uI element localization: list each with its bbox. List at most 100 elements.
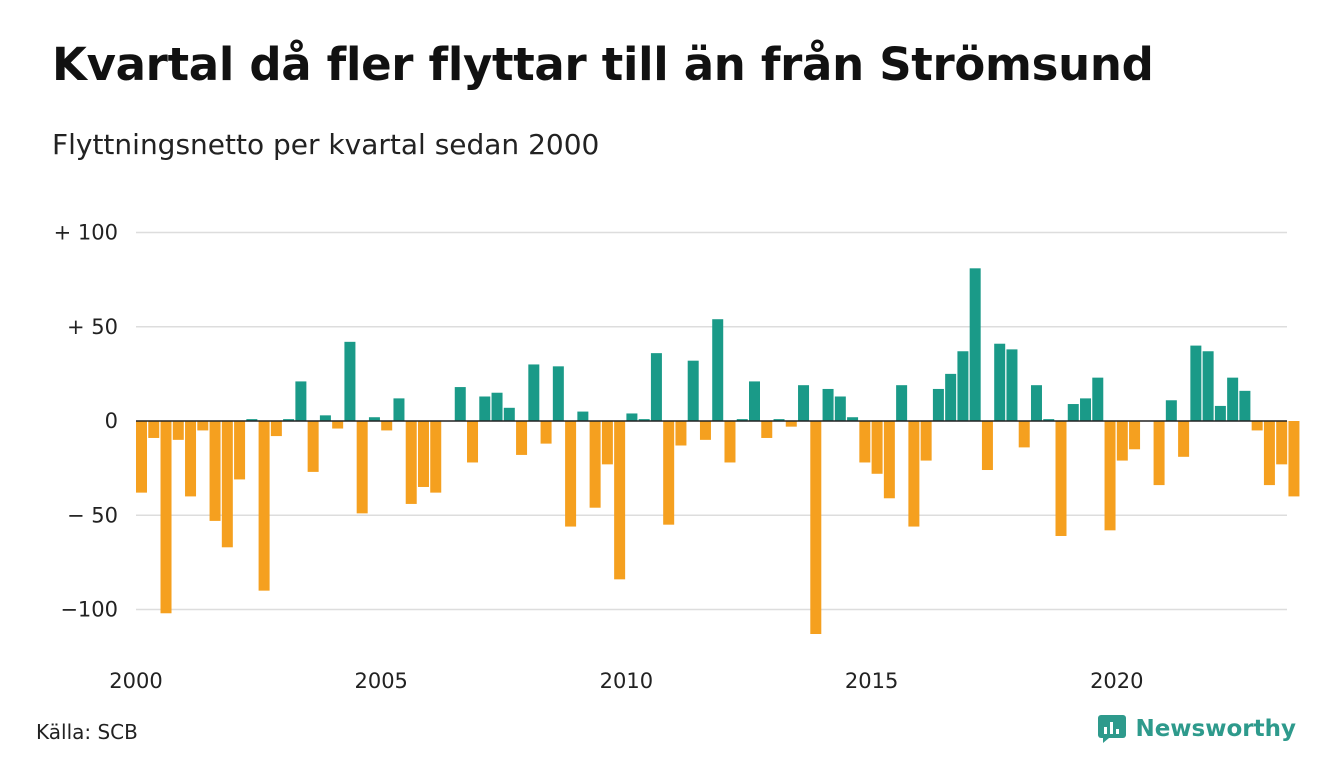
bar (614, 421, 626, 580)
bar (663, 421, 675, 525)
bar (185, 421, 197, 497)
bar (381, 421, 393, 431)
bar (479, 396, 491, 421)
bar (1080, 398, 1092, 421)
bar (246, 419, 258, 421)
x-tick-label: 2015 (845, 669, 898, 693)
bar (1055, 421, 1067, 536)
bar (761, 421, 773, 438)
bar (344, 341, 356, 421)
bar (1104, 421, 1116, 531)
bar (1116, 421, 1128, 461)
bar (994, 343, 1006, 421)
bar (1030, 385, 1042, 421)
bar (1288, 421, 1300, 497)
bar (148, 421, 160, 438)
bar (896, 385, 908, 421)
bar (1165, 400, 1177, 421)
x-tick-label: 2010 (600, 669, 653, 693)
bar (724, 421, 736, 463)
bar (1043, 419, 1055, 421)
bar (969, 268, 981, 421)
bar (687, 360, 699, 421)
bar (920, 421, 932, 461)
bar (552, 366, 564, 421)
bar (932, 388, 944, 421)
x-tick-label: 2020 (1090, 669, 1143, 693)
bar (1202, 351, 1214, 421)
bar (516, 421, 528, 455)
y-tick-label: −100 (60, 598, 118, 622)
newsworthy-logo-icon (1098, 715, 1127, 743)
y-tick-label: − 50 (67, 503, 118, 527)
bar (283, 419, 295, 421)
bar (847, 417, 859, 421)
bar (1214, 405, 1226, 421)
bar (1129, 421, 1141, 450)
bar (540, 421, 552, 444)
bar (785, 421, 797, 427)
chart-title: Kvartal då fler flyttar till än från Str… (52, 38, 1154, 91)
bar (136, 421, 147, 493)
bar (332, 421, 344, 429)
bar (1092, 377, 1104, 421)
x-axis-ticks: 2000 2005 2010 2015 2020 (109, 669, 1143, 693)
chart-subtitle: Flyttningsnetto per kvartal sedan 2000 (52, 128, 600, 161)
brand-name: Newsworthy (1135, 716, 1296, 742)
bar (221, 421, 233, 548)
bar (883, 421, 895, 499)
bar (295, 381, 307, 421)
bar (712, 319, 724, 421)
bar (356, 421, 368, 514)
bar (1276, 421, 1288, 465)
bar (1251, 421, 1263, 431)
bar (601, 421, 613, 465)
bar (467, 421, 479, 463)
bar (491, 392, 503, 421)
bar (1153, 421, 1165, 486)
bar (393, 398, 405, 421)
bar (749, 381, 760, 421)
y-axis-ticks: + 100 + 50 0 − 50 −100 (54, 221, 118, 622)
bar (270, 421, 282, 437)
bar (1067, 404, 1079, 421)
bar (405, 421, 417, 504)
bar (626, 413, 638, 421)
bar (834, 396, 846, 421)
bar (209, 421, 221, 521)
bar (638, 419, 650, 421)
bar (454, 387, 466, 421)
grid-lines (136, 231, 1287, 611)
x-tick-label: 2005 (354, 669, 407, 693)
bar (565, 421, 577, 527)
y-tick-label: 0 (105, 409, 118, 433)
bar (945, 373, 957, 421)
bar (1006, 349, 1018, 421)
bar (1263, 421, 1275, 486)
bar (160, 421, 172, 614)
bar (957, 351, 969, 421)
bar (503, 407, 515, 421)
bar (1239, 390, 1251, 421)
bar (577, 411, 589, 421)
bar (1190, 345, 1202, 421)
brand-logo[interactable]: Newsworthy (1097, 714, 1296, 744)
bar (589, 421, 601, 508)
bar (1018, 421, 1030, 448)
bar (528, 364, 540, 421)
bars (136, 268, 1300, 635)
bar (773, 419, 785, 421)
bar (981, 421, 993, 471)
bar (699, 421, 711, 440)
bar (307, 421, 319, 472)
bar (430, 421, 442, 493)
bar (810, 421, 822, 635)
bar (417, 421, 429, 487)
bar (650, 353, 662, 421)
x-tick-label: 2000 (109, 669, 162, 693)
bar (172, 421, 184, 440)
bar (1178, 421, 1190, 457)
y-tick-label: + 100 (54, 221, 118, 245)
y-tick-label: + 50 (67, 315, 118, 339)
